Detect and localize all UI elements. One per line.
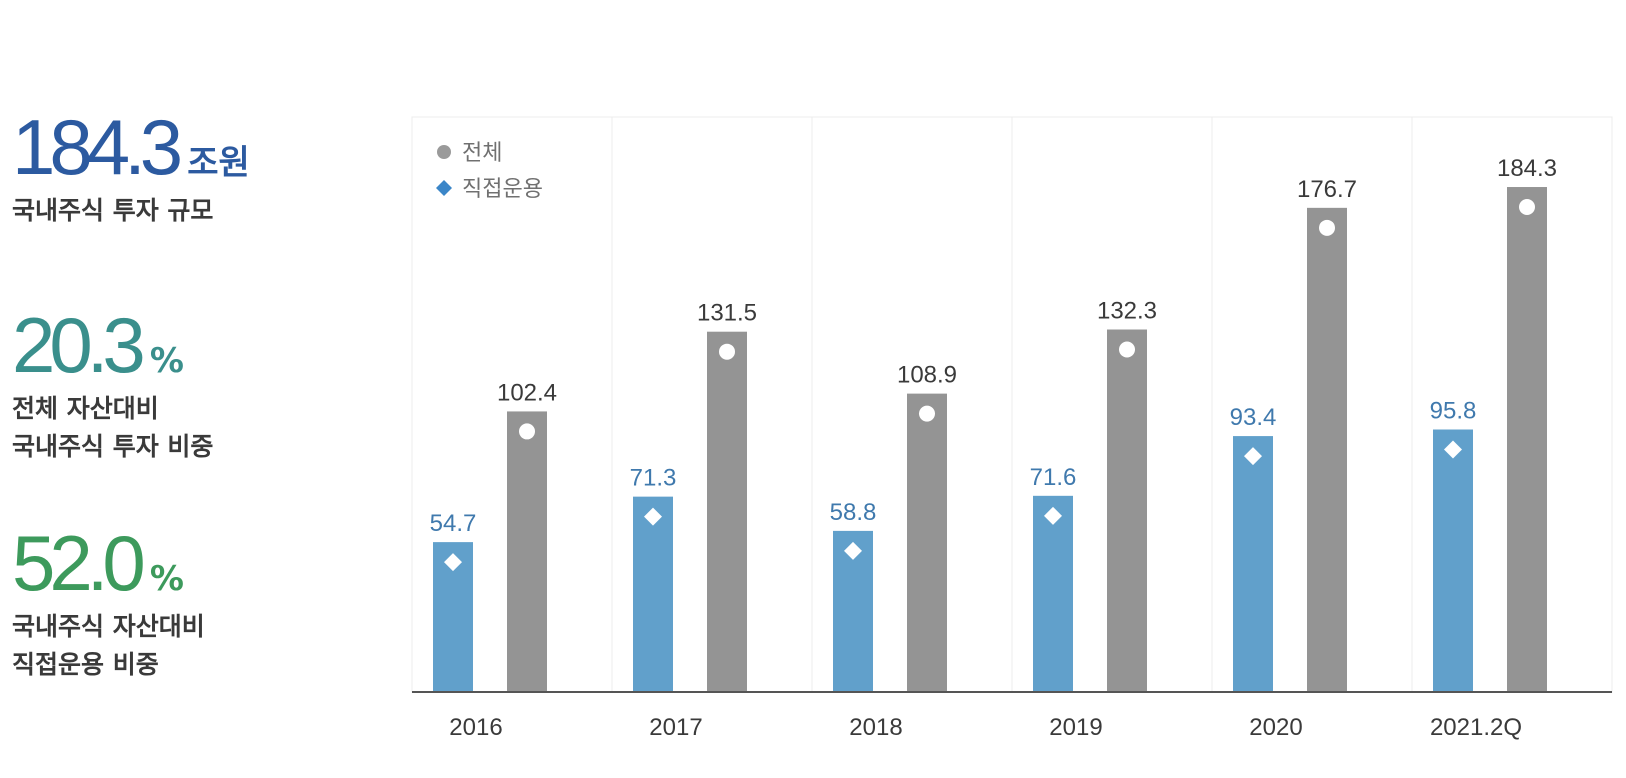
stat-description: 국내주식 투자 규모	[12, 192, 250, 230]
x-tick-label: 2021.2Q	[1430, 714, 1522, 741]
circle-marker	[919, 405, 935, 422]
stat-number: 52.0	[12, 519, 146, 607]
data-label: 131.5	[697, 300, 757, 327]
circle-marker	[519, 423, 535, 440]
bar-direct-2020	[1233, 436, 1273, 692]
stat-value: 20.3 %	[12, 306, 213, 384]
data-label: 102.4	[497, 379, 557, 406]
bar-total-2016	[507, 411, 547, 692]
data-label: 71.6	[1030, 464, 1077, 491]
data-label: 58.8	[830, 499, 877, 526]
stat-investment-size: 184.3 조원 국내주식 투자 규모	[12, 108, 250, 230]
diamond-marker	[1444, 440, 1462, 459]
stat-description: 국내주식 자산대비 직접운용 비중	[12, 608, 205, 684]
x-tick-label: 2017	[649, 714, 702, 741]
data-label: 176.7	[1297, 176, 1357, 203]
stat-direct-management-ratio: 52.0 % 국내주식 자산대비 직접운용 비중	[12, 524, 205, 684]
stat-unit: %	[149, 559, 184, 599]
stat-number: 20.3	[12, 301, 146, 389]
data-label: 71.3	[630, 465, 677, 492]
legend-diamond-icon	[436, 180, 452, 196]
bar-direct-2021.2Q	[1433, 429, 1473, 692]
stat-description-line: 국내주식 자산대비	[12, 612, 205, 641]
diamond-marker	[644, 507, 662, 526]
stat-unit: %	[149, 341, 184, 381]
stat-value: 184.3 조원	[12, 108, 250, 186]
stat-value: 52.0 %	[12, 524, 205, 602]
bar-total-2021.2Q	[1507, 187, 1547, 692]
x-tick-label: 2018	[849, 714, 902, 741]
bar-total-2018	[907, 393, 947, 692]
x-tick-label: 2019	[1049, 714, 1102, 741]
diamond-marker	[844, 541, 862, 560]
bar-direct-2017	[633, 496, 673, 692]
legend-circle-icon	[437, 145, 451, 159]
data-label: 93.4	[1230, 404, 1277, 431]
stat-description-line: 직접운용 비중	[12, 650, 159, 679]
bar-total-2020	[1307, 207, 1347, 693]
data-label: 54.7	[430, 510, 477, 537]
data-label: 184.3	[1497, 155, 1557, 182]
x-tick-label: 2020	[1249, 714, 1302, 741]
stat-description-line: 국내주식 투자 비중	[12, 432, 214, 461]
circle-marker	[1519, 199, 1535, 216]
data-label: 95.8	[1430, 398, 1477, 425]
diamond-marker	[1244, 447, 1262, 466]
stat-description: 전체 자산대비 국내주식 투자 비중	[12, 390, 213, 466]
data-label: 108.9	[897, 362, 957, 389]
stat-description-line: 전체 자산대비	[12, 394, 159, 423]
diamond-marker	[444, 553, 462, 572]
legend-label: 전체	[462, 141, 502, 166]
diamond-marker	[1044, 506, 1062, 525]
circle-marker	[1119, 341, 1135, 358]
legend-label: 직접운용	[462, 177, 543, 202]
stat-number: 184.3	[12, 103, 183, 191]
x-tick-label: 2016	[449, 714, 502, 741]
bar-total-2019	[1107, 329, 1147, 692]
circle-marker	[719, 343, 735, 360]
stat-total-asset-ratio: 20.3 % 전체 자산대비 국내주식 투자 비중	[12, 306, 213, 466]
bar-total-2017	[707, 331, 747, 692]
data-label: 132.3	[1097, 297, 1157, 324]
circle-marker	[1319, 219, 1335, 236]
bar-direct-2019	[1033, 495, 1073, 692]
stat-description-line: 국내주식 투자 규모	[12, 196, 214, 225]
stat-unit: 조원	[187, 143, 250, 183]
